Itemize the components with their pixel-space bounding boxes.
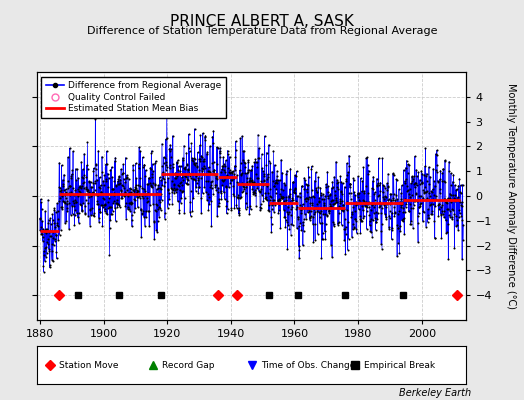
Text: Berkeley Earth: Berkeley Earth [399, 388, 472, 398]
Text: Difference of Station Temperature Data from Regional Average: Difference of Station Temperature Data f… [87, 26, 437, 36]
Text: Station Move: Station Move [59, 360, 118, 370]
Legend: Difference from Regional Average, Quality Control Failed, Estimated Station Mean: Difference from Regional Average, Qualit… [41, 76, 226, 118]
Text: Empirical Break: Empirical Break [364, 360, 435, 370]
Text: PRINCE ALBERT A, SASK: PRINCE ALBERT A, SASK [170, 14, 354, 29]
Y-axis label: Monthly Temperature Anomaly Difference (°C): Monthly Temperature Anomaly Difference (… [506, 83, 516, 309]
Text: Record Gap: Record Gap [162, 360, 215, 370]
Text: Time of Obs. Change: Time of Obs. Change [261, 360, 355, 370]
